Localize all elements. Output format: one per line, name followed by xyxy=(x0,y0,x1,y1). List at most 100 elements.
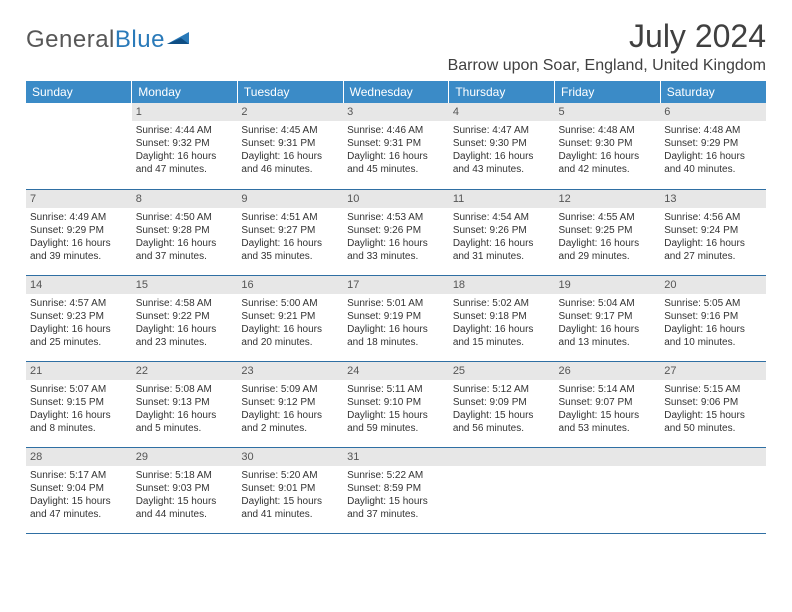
sunrise-text: Sunrise: 4:51 AM xyxy=(241,211,339,224)
daylight-text: Daylight: 16 hours xyxy=(664,237,762,250)
daylight-text: Daylight: 15 hours xyxy=(664,409,762,422)
title-block: July 2024 Barrow upon Soar, England, Uni… xyxy=(448,18,766,75)
calendar-day-cell: 16Sunrise: 5:00 AMSunset: 9:21 PMDayligh… xyxy=(237,275,343,361)
daylight-text: Daylight: 16 hours xyxy=(453,237,551,250)
sunset-text: Sunset: 9:18 PM xyxy=(453,310,551,323)
calendar-day-cell: 13Sunrise: 4:56 AMSunset: 9:24 PMDayligh… xyxy=(660,189,766,275)
day-number: 27 xyxy=(660,361,766,380)
day-number: 29 xyxy=(132,447,238,466)
calendar-day-cell: 31Sunrise: 5:22 AMSunset: 8:59 PMDayligh… xyxy=(343,447,449,533)
sunrise-text: Sunrise: 5:22 AM xyxy=(347,469,445,482)
sunset-text: Sunset: 9:26 PM xyxy=(347,224,445,237)
sunrise-text: Sunrise: 4:54 AM xyxy=(453,211,551,224)
day-number: 18 xyxy=(449,275,555,294)
daylight-text: Daylight: 16 hours xyxy=(241,323,339,336)
daylight-text: Daylight: 16 hours xyxy=(559,150,657,163)
logo-text: GeneralBlue xyxy=(26,26,165,54)
calendar-week-row: 21 Sunrise: 5:07 AMSunset: 9:15 PM Dayligh… xyxy=(26,361,766,447)
calendar-day-cell: 19Sunrise: 5:04 AMSunset: 9:17 PMDayligh… xyxy=(555,275,661,361)
daylight-text: and 25 minutes. xyxy=(30,336,128,349)
daylight-text: Daylight: 15 hours xyxy=(347,495,445,508)
daylight-text: and 44 minutes. xyxy=(136,508,234,521)
daylight-text: and 45 minutes. xyxy=(347,163,445,176)
daylight-text: Daylight: 16 hours xyxy=(241,150,339,163)
calendar-week-row: 1Sunrise: 4:44 AMSunset: 9:32 PMDaylight… xyxy=(26,103,766,189)
daylight-text: and 37 minutes. xyxy=(136,250,234,263)
sunset-text: Sunset: 9:13 PM xyxy=(136,396,234,409)
sunset-text: Sunset: 9:01 PM xyxy=(241,482,339,495)
location: Barrow upon Soar, England, United Kingdo… xyxy=(448,57,766,75)
sunset-text: Sunset: 9:15 PM xyxy=(30,396,128,409)
sunrise-text: Sunrise: 4:50 AM xyxy=(136,211,234,224)
sunset-text: Sunset: 8:59 PM xyxy=(347,482,445,495)
daylight-text: Daylight: 16 hours xyxy=(136,150,234,163)
daylight-text: Daylight: 16 hours xyxy=(136,409,234,422)
header: GeneralBlue July 2024 Barrow upon Soar, … xyxy=(26,18,766,75)
daylight-text: Daylight: 16 hours xyxy=(136,237,234,250)
day-number: 24 xyxy=(343,361,449,380)
daylight-text: and 27 minutes. xyxy=(664,250,762,263)
day-number: 28 xyxy=(26,447,132,466)
sunrise-text: Sunrise: 5:15 AM xyxy=(664,383,762,396)
calendar-day-cell: 28Sunrise: 5:17 AMSunset: 9:04 PMDayligh… xyxy=(26,447,132,533)
sunrise-text: Sunrise: 5:17 AM xyxy=(30,469,128,482)
sunrise-text: Sunrise: 5:07 AM xyxy=(30,383,128,396)
sunrise-text: Sunrise: 5:01 AM xyxy=(347,297,445,310)
daylight-text: and 10 minutes. xyxy=(664,336,762,349)
calendar-day-cell: 7Sunrise: 4:49 AMSunset: 9:29 PMDaylight… xyxy=(26,189,132,275)
calendar-day-cell xyxy=(660,447,766,533)
sunrise-text: Sunrise: 4:46 AM xyxy=(347,124,445,137)
daylight-text: and 47 minutes. xyxy=(30,508,128,521)
calendar-day-cell: 23Sunrise: 5:09 AMSunset: 9:12 PMDayligh… xyxy=(237,361,343,447)
daylight-text: Daylight: 16 hours xyxy=(30,323,128,336)
sunrise-text: Sunrise: 5:14 AM xyxy=(559,383,657,396)
sunrise-text: Sunrise: 4:47 AM xyxy=(453,124,551,137)
daylight-text: and 46 minutes. xyxy=(241,163,339,176)
sunrise-text: Sunrise: 4:53 AM xyxy=(347,211,445,224)
sunset-text: Sunset: 9:28 PM xyxy=(136,224,234,237)
sunset-text: Sunset: 9:21 PM xyxy=(241,310,339,323)
daylight-text: and 20 minutes. xyxy=(241,336,339,349)
sunrise-text: Sunrise: 5:11 AM xyxy=(347,383,445,396)
calendar-day-cell: 24Sunrise: 5:11 AMSunset: 9:10 PMDayligh… xyxy=(343,361,449,447)
calendar-day-cell: 26Sunrise: 5:14 AMSunset: 9:07 PMDayligh… xyxy=(555,361,661,447)
sunset-text: Sunset: 9:07 PM xyxy=(559,396,657,409)
daylight-text: and 31 minutes. xyxy=(453,250,551,263)
day-number: 1 xyxy=(132,103,238,121)
day-number: 30 xyxy=(237,447,343,466)
sunrise-text: Sunrise: 4:44 AM xyxy=(136,124,234,137)
daylight-text: Daylight: 16 hours xyxy=(241,409,339,422)
sunrise-text: Sunrise: 5:18 AM xyxy=(136,469,234,482)
sunset-text: Sunset: 9:29 PM xyxy=(30,224,128,237)
calendar-week-row: 28Sunrise: 5:17 AMSunset: 9:04 PMDayligh… xyxy=(26,447,766,533)
sunrise-text: Sunrise: 4:56 AM xyxy=(664,211,762,224)
sunrise-text: Sunrise: 5:05 AM xyxy=(664,297,762,310)
daylight-text: and 29 minutes. xyxy=(559,250,657,263)
sunset-text: Sunset: 9:26 PM xyxy=(453,224,551,237)
weekday-header: Tuesday xyxy=(237,81,343,103)
sunset-text: Sunset: 9:06 PM xyxy=(664,396,762,409)
day-number-empty xyxy=(660,447,766,466)
calendar-day-cell: 11Sunrise: 4:54 AMSunset: 9:26 PMDayligh… xyxy=(449,189,555,275)
calendar-day-cell: 6Sunrise: 4:48 AMSunset: 9:29 PMDaylight… xyxy=(660,103,766,189)
calendar-day-cell: 4Sunrise: 4:47 AMSunset: 9:30 PMDaylight… xyxy=(449,103,555,189)
day-number: 21 xyxy=(26,361,132,380)
daylight-text: and 56 minutes. xyxy=(453,422,551,435)
calendar-week-row: 7Sunrise: 4:49 AMSunset: 9:29 PMDaylight… xyxy=(26,189,766,275)
sunrise-text: Sunrise: 5:00 AM xyxy=(241,297,339,310)
daylight-text: and 37 minutes. xyxy=(347,508,445,521)
daylight-text: Daylight: 16 hours xyxy=(30,237,128,250)
day-number: 6 xyxy=(660,103,766,121)
sunset-text: Sunset: 9:03 PM xyxy=(136,482,234,495)
logo-mark-icon xyxy=(167,28,193,48)
calendar-day-cell: 14Sunrise: 4:57 AMSunset: 9:23 PMDayligh… xyxy=(26,275,132,361)
calendar-day-cell: 25Sunrise: 5:12 AMSunset: 9:09 PMDayligh… xyxy=(449,361,555,447)
calendar-table: Sunday Monday Tuesday Wednesday Thursday… xyxy=(26,81,766,535)
sunset-text: Sunset: 9:10 PM xyxy=(347,396,445,409)
sunset-text: Sunset: 9:12 PM xyxy=(241,396,339,409)
sunset-text: Sunset: 9:30 PM xyxy=(453,137,551,150)
daylight-text: and 2 minutes. xyxy=(241,422,339,435)
daylight-text: Daylight: 15 hours xyxy=(136,495,234,508)
sunrise-text: Sunrise: 5:09 AM xyxy=(241,383,339,396)
daylight-text: Daylight: 16 hours xyxy=(347,237,445,250)
